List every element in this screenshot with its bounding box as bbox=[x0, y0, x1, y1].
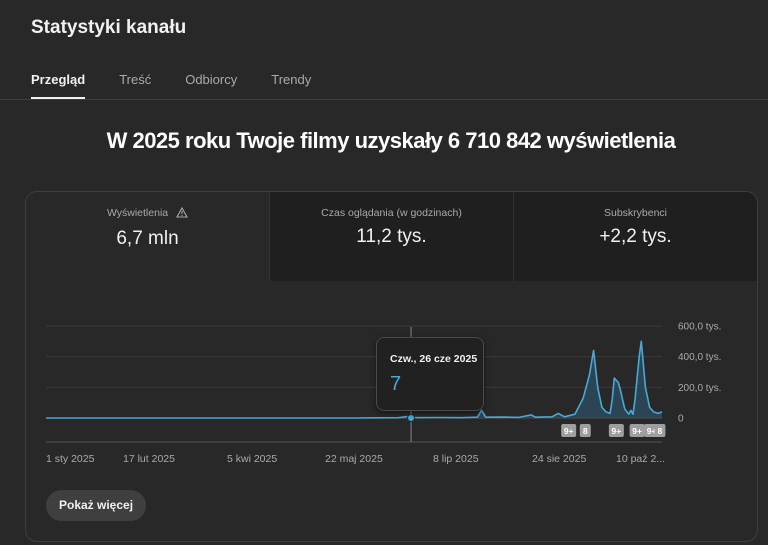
x-tick-label: 17 lut 2025 bbox=[123, 453, 175, 465]
tab-audience[interactable]: Odbiorcy bbox=[185, 72, 238, 87]
warning-icon[interactable] bbox=[176, 206, 188, 221]
event-marker-label: 8 bbox=[583, 426, 588, 436]
metric-views-label-row: Wyświetlenia bbox=[26, 206, 269, 221]
tab-content[interactable]: Treść bbox=[119, 72, 152, 87]
y-tick-label: 0 bbox=[678, 414, 684, 425]
event-marker-label: 9+ bbox=[647, 426, 657, 436]
event-marker bbox=[629, 424, 645, 437]
page-title: Statystyki kanału bbox=[31, 17, 187, 38]
x-tick-label: 5 kwi 2025 bbox=[227, 453, 277, 465]
x-tick-label: 10 paź 2... bbox=[616, 453, 665, 465]
views-chart[interactable]: 0 200,0 tys. 400,0 tys. 600,0 tys. 1 sty 202… bbox=[26, 192, 757, 487]
event-marker bbox=[579, 424, 591, 437]
event-marker bbox=[654, 424, 666, 437]
analytics-card: Wyświetlenia 6,7 mln Czas oglądania (w g… bbox=[25, 191, 758, 542]
x-tick-label: 22 maj 2025 bbox=[325, 453, 383, 465]
metric-views-label: Wyświetlenia bbox=[106, 207, 169, 219]
metric-watch-time[interactable]: Czas oglądania (w godzinach) 11,2 tys. bbox=[269, 192, 513, 281]
event-marker bbox=[561, 424, 577, 437]
highlight-point bbox=[407, 413, 416, 422]
x-tick-label: 8 lip 2025 bbox=[433, 453, 479, 465]
y-tick-label: 200,0 tys. bbox=[678, 383, 721, 394]
y-tick-label: 600,0 tys. bbox=[678, 322, 721, 333]
metric-subscribers[interactable]: Subskrybenci +2,2 tys. bbox=[513, 192, 757, 281]
tab-bar: Przegląd Treść Odbiorcy Trendy bbox=[31, 72, 345, 100]
x-tick-label: 24 sie 2025 bbox=[532, 453, 586, 465]
event-marker-label: 9+ bbox=[632, 426, 642, 436]
x-tick-label: 1 sty 2025 bbox=[46, 453, 95, 465]
metric-tabs: Wyświetlenia 6,7 mln Czas oglądania (w g… bbox=[26, 192, 757, 281]
tab-overview[interactable]: Przegląd bbox=[31, 72, 86, 99]
tooltip-value: 7 bbox=[390, 373, 402, 395]
yearly-summary-headline: W 2025 roku Twoje filmy uzyskały 6 710 8… bbox=[106, 128, 676, 153]
series-line bbox=[46, 340, 663, 419]
event-marker-label: 8 bbox=[658, 426, 663, 436]
tab-trends[interactable]: Trendy bbox=[271, 72, 312, 87]
event-marker-label: 9+ bbox=[612, 426, 622, 436]
metric-views[interactable]: Wyświetlenia 6,7 mln bbox=[26, 192, 269, 281]
tooltip-date: Czw., 26 cze 2025 bbox=[390, 353, 478, 365]
chart-tooltip: Czw., 26 cze 2025 7 bbox=[376, 337, 484, 411]
metric-subscribers-value: +2,2 tys. bbox=[599, 226, 672, 247]
metric-views-value: 6,7 mln bbox=[116, 228, 179, 249]
series-area bbox=[46, 341, 662, 418]
event-marker-label: 9+ bbox=[564, 426, 574, 436]
y-tick-label: 400,0 tys. bbox=[678, 352, 721, 363]
metric-watch-time-value: 11,2 tys. bbox=[356, 226, 427, 247]
metric-watch-time-label: Czas oglądania (w godzinach) bbox=[321, 207, 462, 219]
metric-subscribers-label: Subskrybenci bbox=[603, 207, 668, 219]
show-more-button[interactable]: Pokaż więcej bbox=[46, 490, 147, 521]
event-marker bbox=[608, 424, 624, 437]
tabs-divider bbox=[0, 99, 768, 100]
